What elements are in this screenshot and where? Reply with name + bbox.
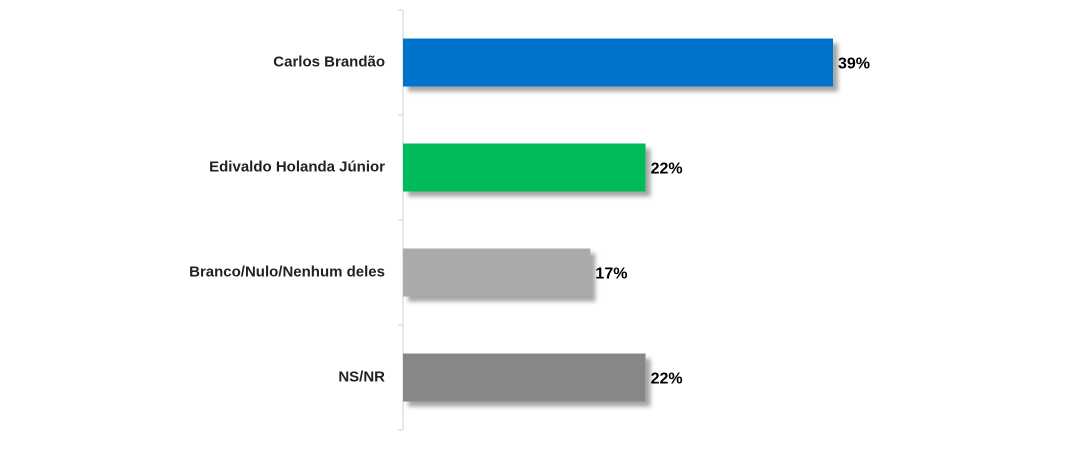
category-label: NS/NR (338, 368, 385, 385)
category-label: Carlos Brandão (273, 53, 385, 70)
value-label: 22% (651, 371, 683, 388)
value-label: 22% (651, 161, 683, 178)
value-label: 17% (595, 266, 627, 283)
category-label: Edivaldo Holanda Júnior (209, 158, 385, 175)
bar (403, 248, 591, 297)
bar (403, 143, 646, 192)
value-label: 39% (838, 56, 870, 73)
category-label: Branco/Nulo/Nenhum deles (189, 263, 385, 280)
bar (403, 353, 646, 402)
bar (403, 38, 833, 87)
